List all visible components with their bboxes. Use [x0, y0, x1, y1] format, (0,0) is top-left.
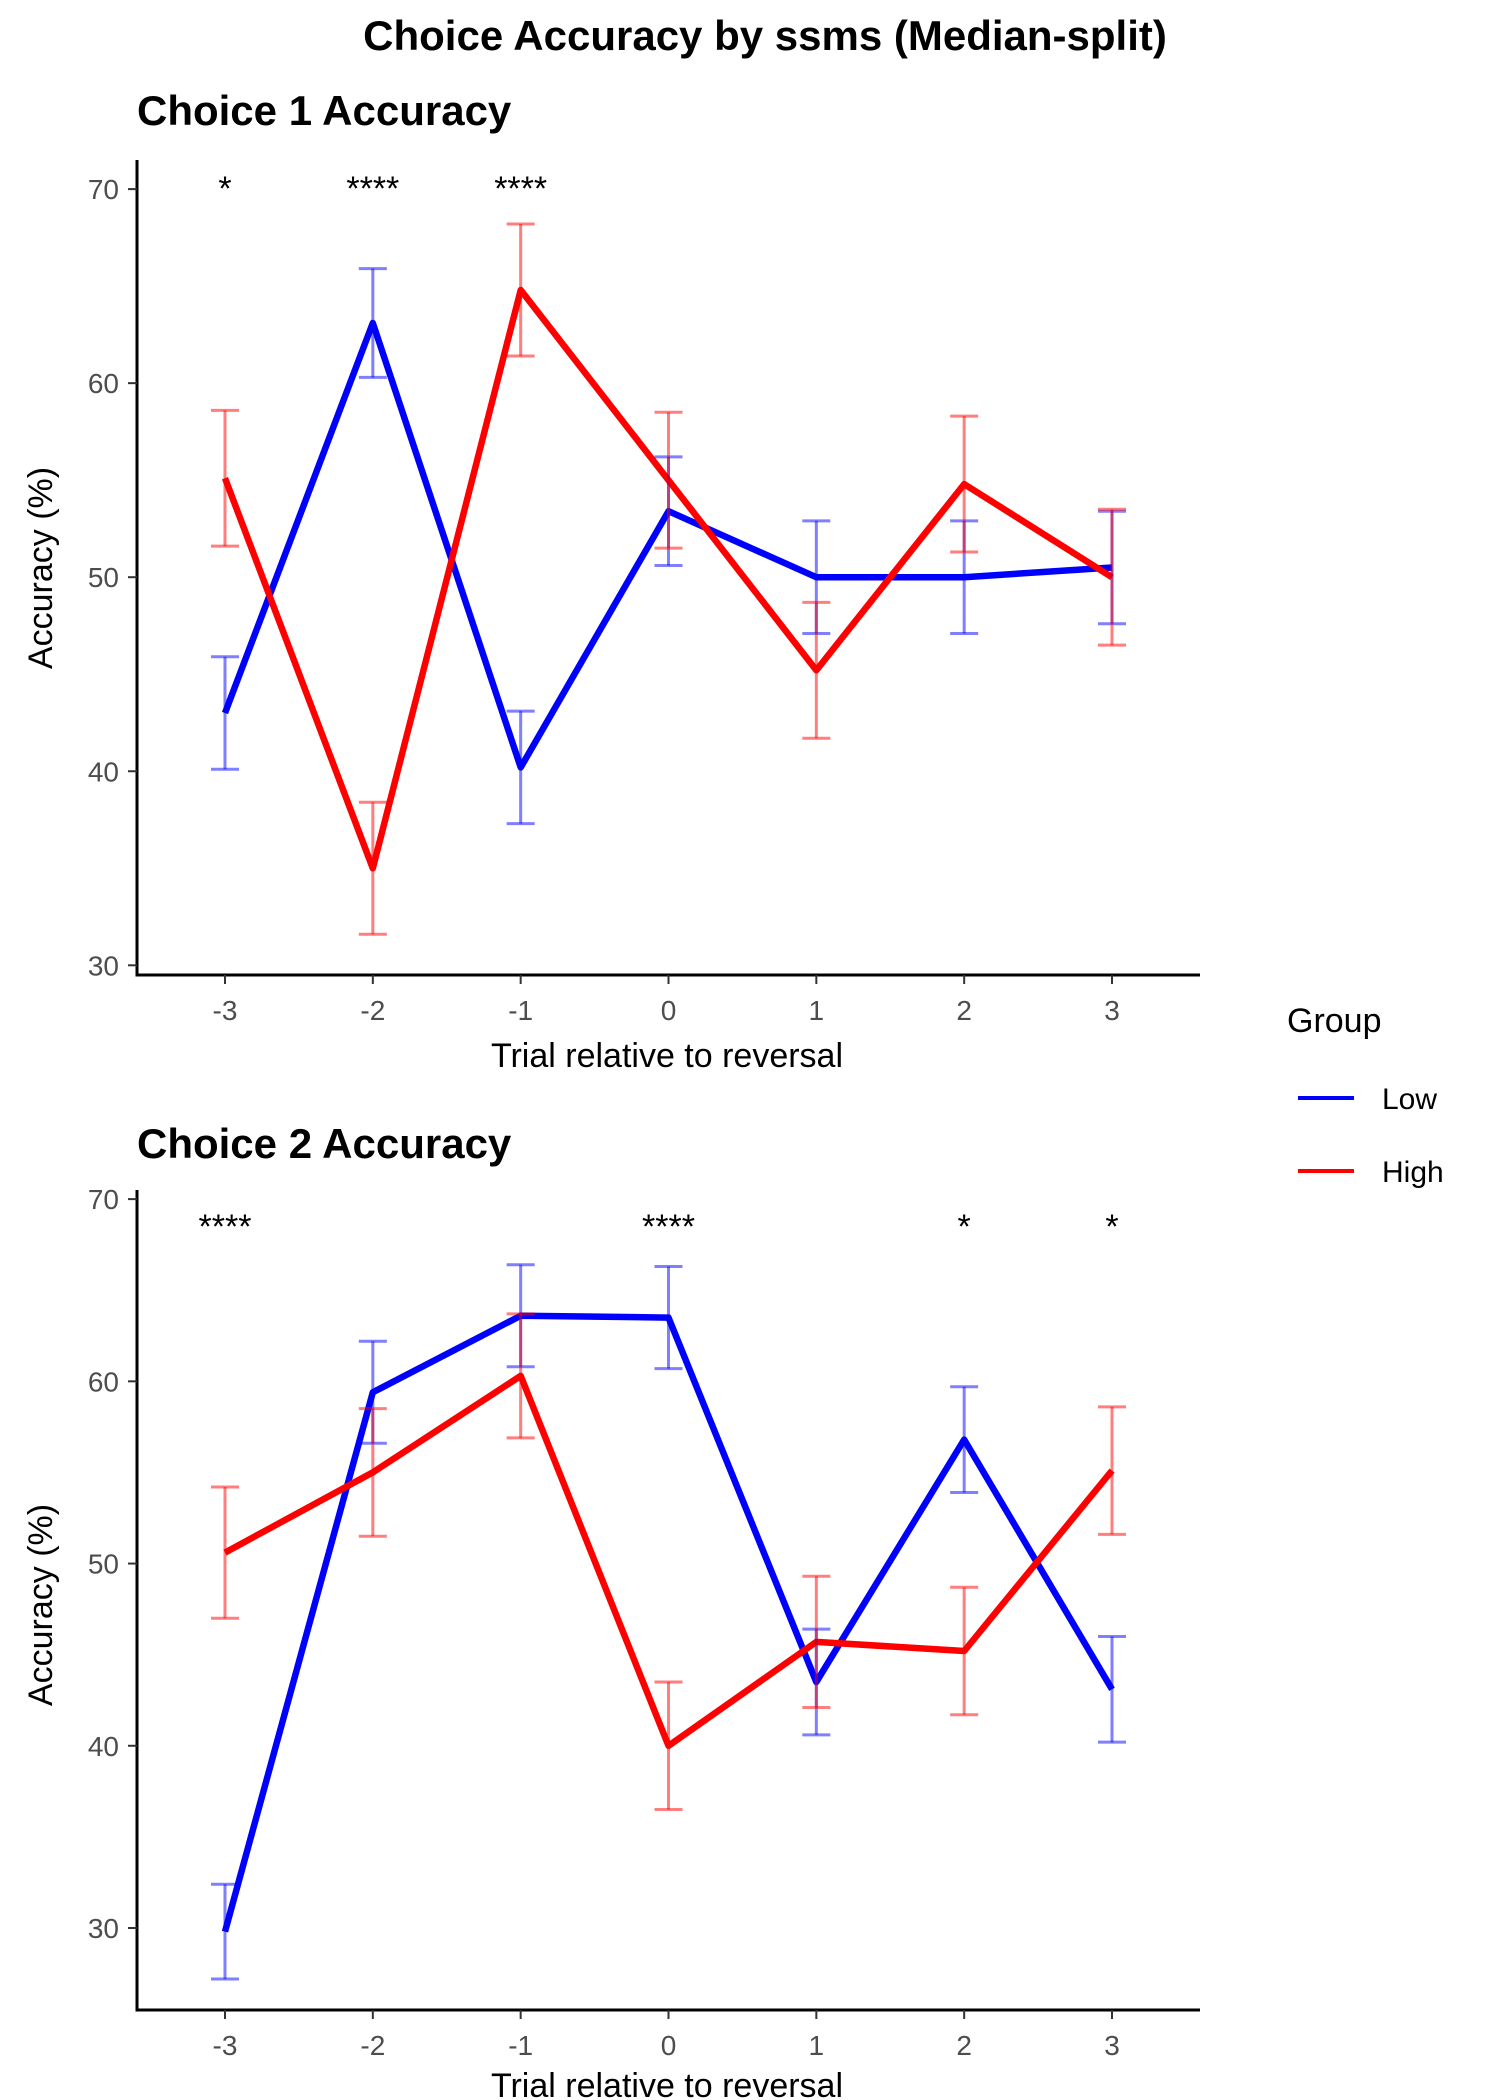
error-bar-low: [211, 1882, 239, 1981]
significance-marker: *: [1105, 1208, 1118, 1246]
error-bar-high: [211, 1485, 239, 1620]
x-tick-label: -3: [213, 2030, 238, 2061]
error-bar-high: [950, 414, 979, 554]
figure-title: Choice Accuracy by ssms (Median-split): [363, 12, 1167, 59]
panel-choice-1: Choice 1 Accuracy Accuracy (%) Trial rel…: [22, 87, 1200, 1075]
x-tick-label: 3: [1104, 2030, 1120, 2061]
error-bar-high: [506, 222, 535, 358]
x-axis-label: Trial relative to reversal: [491, 1037, 843, 1075]
error-bar-high: [1098, 507, 1126, 647]
error-bar-low: [211, 655, 239, 771]
significance-marker: *: [958, 1208, 971, 1246]
legend-title: Group: [1287, 1002, 1382, 1040]
x-tick-label: -1: [508, 995, 533, 1026]
error-bar-high: [950, 1585, 979, 1717]
panel-title: Choice 2 Accuracy: [137, 1120, 512, 1167]
x-tick-label: -3: [213, 995, 238, 1026]
error-bar-low: [358, 267, 387, 379]
significance-marker: *: [218, 170, 231, 208]
error-bar-high: [1098, 1405, 1126, 1536]
error-bar-high: [358, 1407, 387, 1538]
significance-marker: ****: [199, 1208, 252, 1246]
y-tick-label: 50: [88, 562, 119, 593]
x-tick-label: 0: [661, 995, 677, 1026]
error-bar-high: [506, 1312, 535, 1440]
error-bar-low: [506, 709, 535, 826]
y-tick-label: 70: [88, 1184, 119, 1215]
error-bar-low: [950, 1385, 979, 1494]
panel-title: Choice 1 Accuracy: [137, 87, 512, 134]
significance-marker: ****: [346, 170, 399, 208]
error-bar-high: [654, 410, 683, 550]
x-tick-label: 1: [809, 2030, 825, 2061]
x-axis-label: Trial relative to reversal: [491, 2067, 843, 2100]
error-bar-low: [654, 1265, 683, 1371]
y-tick-label: 60: [88, 368, 119, 399]
error-bar-high: [802, 600, 831, 740]
significance-marker: ****: [494, 170, 547, 208]
x-tick-label: -1: [508, 2030, 533, 2061]
y-axis-label: Accuracy (%): [22, 467, 60, 669]
y-tick-label: 60: [88, 1366, 119, 1397]
legend-label-low: Low: [1382, 1083, 1437, 1116]
y-tick-label: 70: [88, 174, 119, 205]
x-tick-label: -2: [360, 2030, 385, 2061]
series-line-low: [221, 1312, 1115, 1933]
y-tick-label: 30: [88, 950, 119, 981]
y-tick-label: 40: [88, 756, 119, 787]
y-tick-label: 30: [88, 1913, 119, 1944]
error-bar-high: [211, 408, 239, 548]
x-tick-label: 2: [956, 995, 972, 1026]
y-axis-label: Accuracy (%): [22, 1504, 60, 1706]
error-bar-high: [802, 1574, 831, 1710]
x-tick-label: 0: [661, 2030, 677, 2061]
y-tick-label: 40: [88, 1731, 119, 1762]
legend: Group Low High: [1287, 1002, 1444, 1189]
x-tick-label: -2: [360, 995, 385, 1026]
significance-marker: ****: [642, 1208, 695, 1246]
x-tick-label: 2: [956, 2030, 972, 2061]
x-tick-label: 1: [809, 995, 825, 1026]
panel-choice-2: Choice 2 Accuracy Accuracy (%) Trial rel…: [22, 1120, 1200, 2100]
error-bar-low: [1098, 1634, 1126, 1744]
x-tick-label: 3: [1104, 995, 1120, 1026]
legend-label-high: High: [1382, 1156, 1444, 1189]
y-tick-label: 50: [88, 1549, 119, 1580]
error-bar-high: [358, 800, 387, 936]
error-bar-high: [654, 1680, 683, 1812]
